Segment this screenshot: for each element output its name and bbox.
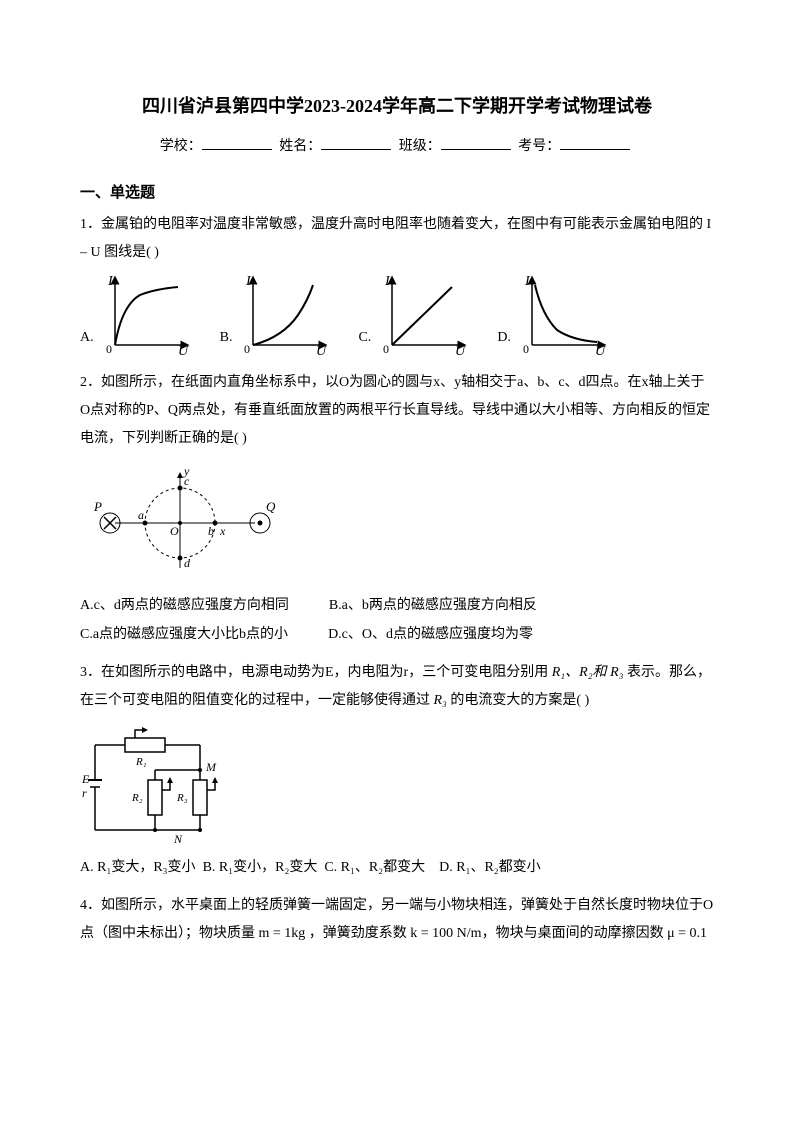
graph-a-icon: I U 0: [100, 275, 190, 355]
svg-text:Q: Q: [266, 499, 276, 514]
svg-text:M: M: [205, 760, 217, 774]
svg-text:R₁: R₁: [135, 756, 147, 768]
q2-option-c: C.a点的磁感应强度大小比b点的小: [80, 622, 288, 647]
q1-option-d: D. I U 0: [497, 275, 607, 355]
number-label: 考号：: [518, 139, 560, 154]
svg-text:U: U: [178, 344, 189, 355]
name-label: 姓名：: [279, 139, 321, 154]
svg-text:a: a: [138, 508, 144, 522]
q3-option-c: C. R₁、R₂都变大: [324, 860, 425, 875]
school-label: 学校：: [160, 139, 202, 154]
svg-text:0: 0: [106, 342, 112, 355]
q1-option-b: B. I U 0: [220, 275, 329, 355]
graph-b-icon: I U 0: [238, 275, 328, 355]
svg-text:x: x: [219, 524, 226, 538]
q1-label-a: A.: [80, 325, 94, 354]
q3-option-d: D. R₁、R₂都变小: [439, 860, 541, 875]
class-blank: [441, 136, 511, 150]
q3-figure: R₁ E r M R₂ R₃ N: [80, 725, 714, 845]
svg-text:R₃: R₃: [176, 792, 188, 804]
q3-r3-1: R₃: [610, 665, 623, 680]
svg-text:I: I: [524, 275, 531, 289]
svg-text:I: I: [384, 275, 391, 289]
svg-text:U: U: [316, 344, 327, 355]
q2-option-d: D.c、O、d点的磁感应强度均为零: [328, 622, 533, 647]
q1-label-c: C.: [358, 325, 371, 354]
svg-text:N: N: [173, 832, 183, 845]
q3-text3: 的电流变大的方案是( ): [450, 693, 589, 708]
name-blank: [321, 136, 391, 150]
svg-text:b: b: [208, 524, 214, 538]
q1-option-c: C. I U 0: [358, 275, 467, 355]
number-blank: [560, 136, 630, 150]
q3-r3-2: R₃: [434, 693, 447, 708]
section-header: 一、单选题: [80, 180, 714, 207]
svg-text:d: d: [184, 556, 191, 570]
q3-r1: R₁、R₂和: [552, 665, 607, 680]
q2-option-b: B.a、b两点的磁感应强度方向相反: [329, 593, 537, 618]
q3-options: A. R₁变大，R₃变小 B. R₁变小，R₂变大 C. R₁、R₂都变大 D.…: [80, 855, 714, 880]
q2-options: A.c、d两点的磁感应强度方向相同 B.a、b两点的磁感应强度方向相反 C.a点…: [80, 593, 714, 647]
svg-text:0: 0: [523, 342, 529, 355]
q3-option-b: B. R₁变小，R₂变大: [203, 860, 318, 875]
graph-c-icon: I U 0: [377, 275, 467, 355]
svg-text:E: E: [81, 772, 90, 786]
question-1: 1．金属铂的电阻率对温度非常敏感，温度升高时电阻率也随着变大，在图中有可能表示金…: [80, 211, 714, 267]
circuit-diagram-icon: R₁ E r M R₂ R₃ N: [80, 725, 240, 845]
svg-text:P: P: [93, 499, 102, 514]
svg-text:U: U: [455, 344, 466, 355]
school-blank: [202, 136, 272, 150]
class-label: 班级：: [399, 139, 441, 154]
info-line: 学校： 姓名： 班级： 考号：: [80, 134, 714, 159]
q3-option-a: A. R₁变大，R₃变小: [80, 860, 196, 875]
q1-options: A. I U 0 B. I U 0 C. I U: [80, 275, 714, 355]
svg-text:0: 0: [383, 342, 389, 355]
svg-text:U: U: [595, 344, 606, 355]
question-2: 2．如图所示，在纸面内直角坐标系中，以O为圆心的圆与x、y轴相交于a、b、c、d…: [80, 369, 714, 453]
svg-text:0: 0: [244, 342, 250, 355]
svg-text:y: y: [183, 464, 190, 478]
circle-diagram-icon: P Q a b c d O x y: [80, 463, 280, 583]
q3-text1: 3．在如图所示的电路中，电源电动势为E，内电阻为r，三个可变电阻分别用: [80, 665, 548, 680]
q1-label-b: B.: [220, 325, 233, 354]
graph-d-icon: I U 0: [517, 275, 607, 355]
q2-option-a: A.c、d两点的磁感应强度方向相同: [80, 593, 289, 618]
svg-text:I: I: [107, 275, 114, 289]
svg-text:R₂: R₂: [131, 792, 143, 804]
question-3: 3．在如图所示的电路中，电源电动势为E，内电阻为r，三个可变电阻分别用 R₁、R…: [80, 659, 714, 715]
svg-text:r: r: [82, 786, 87, 800]
q1-option-a: A. I U 0: [80, 275, 190, 355]
question-4: 4．如图所示，水平桌面上的轻质弹簧一端固定，另一端与小物块相连，弹簧处于自然长度…: [80, 892, 714, 948]
q2-figure: P Q a b c d O x y: [80, 463, 714, 583]
q1-label-d: D.: [497, 325, 511, 354]
svg-text:O: O: [170, 524, 179, 538]
page-title: 四川省泸县第四中学2023-2024学年高二下学期开学考试物理试卷: [80, 90, 714, 122]
svg-text:I: I: [245, 275, 252, 289]
